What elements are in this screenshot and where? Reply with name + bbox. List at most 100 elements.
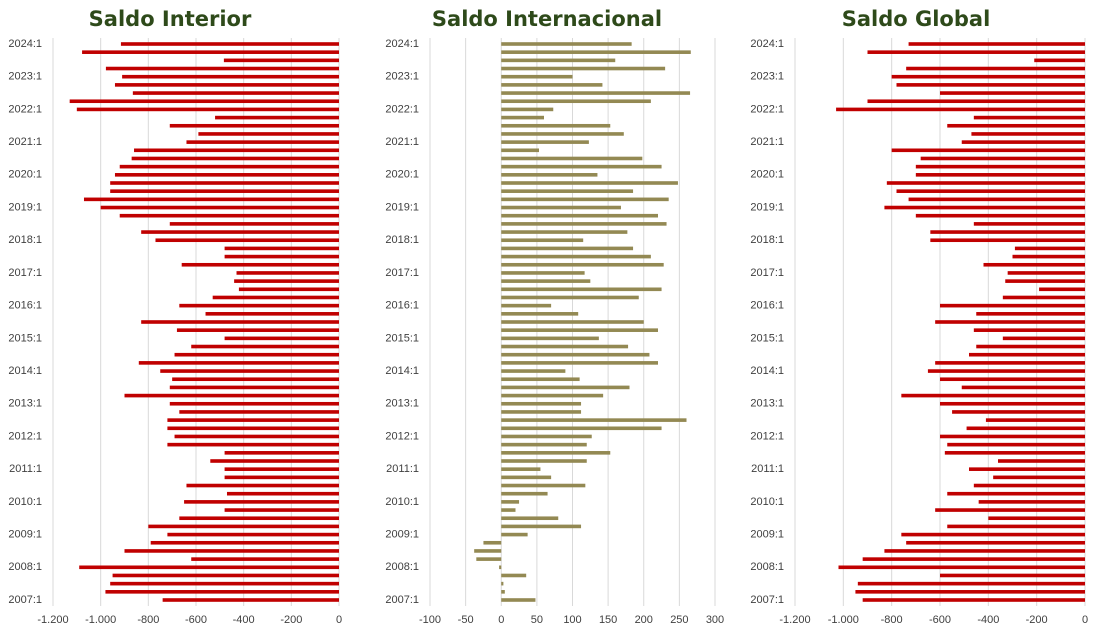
bar	[855, 590, 1085, 594]
bar	[501, 385, 630, 390]
bar	[501, 483, 586, 488]
bar	[212, 295, 339, 300]
bar	[138, 361, 339, 365]
bar	[501, 189, 634, 193]
y-tick-label: 2017:1	[8, 267, 42, 279]
bar	[838, 565, 1085, 570]
y-tick-label: 2020:1	[385, 169, 419, 181]
bar	[119, 213, 339, 218]
bar	[501, 83, 603, 87]
y-tick-label: 2019:1	[750, 201, 784, 213]
bar	[501, 140, 589, 144]
y-tick-label: 2007:1	[8, 594, 42, 606]
bar	[1034, 58, 1085, 63]
bar	[501, 230, 628, 234]
y-tick-label: 2011:1	[9, 463, 42, 475]
bar	[896, 189, 1085, 193]
bar	[120, 42, 339, 46]
bar	[935, 320, 1085, 324]
bar	[501, 148, 540, 153]
y-tick-label: 2008:1	[750, 561, 784, 573]
y-tick-label: 2022:1	[385, 103, 419, 115]
x-tick-label: -400	[233, 614, 255, 626]
bar	[901, 532, 1085, 537]
bar	[501, 303, 552, 308]
bar	[966, 426, 1085, 431]
bar	[167, 442, 339, 447]
bar	[82, 50, 340, 54]
bar	[940, 434, 1085, 439]
bar	[501, 107, 554, 112]
bar	[501, 66, 666, 71]
bar	[501, 238, 584, 243]
bar	[224, 246, 339, 251]
bar	[935, 508, 1085, 512]
bar	[501, 352, 650, 357]
y-tick-label: 2017:1	[750, 267, 784, 279]
bar	[167, 426, 339, 431]
bar	[501, 410, 582, 414]
y-tick-label: 2007:1	[750, 594, 784, 606]
y-tick-label: 2012:1	[385, 430, 419, 442]
bar	[983, 262, 1085, 267]
bar	[501, 115, 544, 120]
x-tick-label: 50	[531, 614, 543, 626]
bar	[501, 312, 579, 316]
y-tick-label: 2014:1	[8, 365, 42, 377]
bar	[501, 42, 632, 46]
bar	[186, 140, 339, 144]
y-tick-label: 2019:1	[385, 201, 419, 213]
bar	[969, 467, 1085, 471]
y-tick-label: 2010:1	[385, 496, 419, 508]
bar	[501, 451, 611, 455]
bar	[915, 213, 1085, 218]
x-tick-label: 150	[599, 614, 617, 626]
bar	[891, 74, 1085, 79]
y-tick-label: 2022:1	[8, 103, 42, 115]
x-tick-label: -1.000	[828, 614, 859, 626]
bar	[501, 164, 662, 169]
x-tick-label: 250	[670, 614, 688, 626]
bar	[169, 123, 339, 128]
bar	[501, 393, 604, 398]
bar	[110, 189, 339, 193]
bar	[191, 557, 339, 561]
bar	[920, 156, 1085, 161]
bar	[906, 540, 1085, 545]
y-tick-label: 2007:1	[385, 594, 419, 606]
bar	[134, 148, 339, 153]
bar	[132, 91, 339, 95]
y-tick-label: 2024:1	[385, 38, 419, 50]
bar	[940, 303, 1085, 308]
bar	[501, 262, 664, 267]
y-tick-label: 2012:1	[8, 430, 42, 442]
y-tick-label: 2013:1	[8, 398, 42, 410]
y-tick-label: 2015:1	[750, 332, 784, 344]
y-tick-label: 2009:1	[750, 528, 784, 540]
bar	[501, 328, 658, 332]
bar	[124, 549, 339, 553]
y-tick-label: 2008:1	[385, 561, 419, 573]
bar	[501, 173, 598, 177]
bar	[906, 66, 1085, 71]
bar	[224, 336, 339, 341]
bar	[198, 132, 339, 136]
y-tick-label: 2009:1	[8, 528, 42, 540]
chart-title: Saldo Interior	[89, 7, 252, 31]
y-tick-label: 2019:1	[8, 201, 42, 213]
bar	[501, 590, 505, 594]
x-tick-label: 0	[336, 614, 342, 626]
y-tick-label: 2021:1	[8, 136, 42, 148]
bar	[155, 238, 339, 243]
bar	[884, 549, 1085, 553]
bar	[226, 491, 339, 496]
bar	[224, 475, 339, 480]
y-tick-label: 2020:1	[8, 169, 42, 181]
chart-title: Saldo Global	[842, 7, 991, 31]
y-tick-label: 2016:1	[8, 300, 42, 312]
bar	[501, 197, 669, 202]
bar	[501, 598, 536, 602]
bar	[167, 418, 339, 422]
bar	[891, 148, 1085, 153]
bar	[1002, 295, 1085, 300]
